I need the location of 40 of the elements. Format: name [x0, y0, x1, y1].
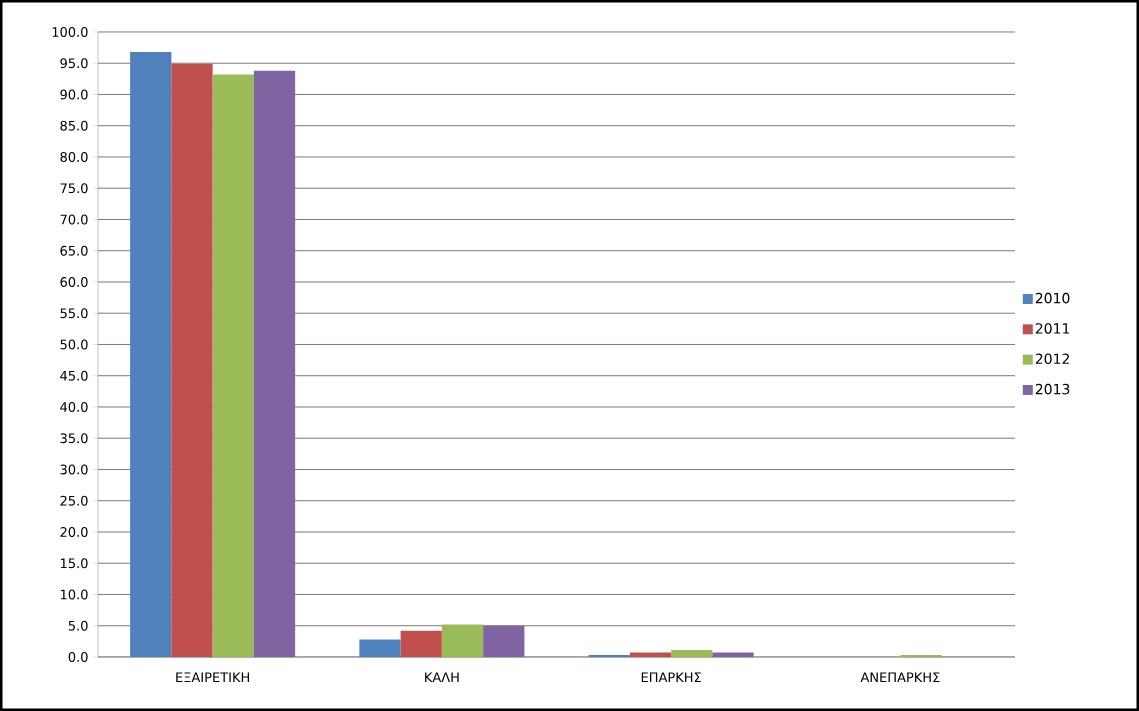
x-tick-label: ΑΝΕΠΑΡΚΗΣ [860, 672, 940, 682]
bar [483, 625, 525, 657]
y-tick-label: 100.0 [52, 27, 88, 37]
y-tick-label: 65.0 [60, 245, 88, 256]
bar [253, 70, 296, 657]
y-tick-label: 60.0 [60, 277, 88, 287]
bar [130, 51, 172, 657]
bar [212, 74, 254, 657]
y-tick-label: 5.0 [68, 620, 88, 631]
bar [629, 652, 672, 657]
y-tick-label: 10.0 [60, 589, 88, 600]
legend-label: 2011 [1035, 323, 1070, 334]
x-tick-label: ΚΑΛΗ [425, 672, 459, 682]
bar [359, 639, 401, 657]
y-tick-label: 75.0 [60, 183, 88, 194]
y-tick-label: 35.0 [60, 433, 88, 444]
y-tick-label: 95.0 [60, 58, 88, 69]
bar [712, 652, 754, 657]
y-tick-label: 30.0 [60, 464, 88, 475]
y-tick-label: 80.0 [60, 152, 88, 162]
legend-label: 2010 [1035, 292, 1070, 304]
legend-label: 2013 [1035, 383, 1070, 395]
y-tick-label: 90.0 [60, 89, 88, 100]
bar [671, 650, 713, 657]
x-tick-label: ΕΞΑΙΡΕΤΙΚΗ [176, 672, 250, 682]
y-tick-label: 45.0 [60, 370, 88, 381]
y-tick-label: 40.0 [60, 402, 88, 412]
bar [171, 63, 213, 657]
y-tick-label: 25.0 [60, 495, 88, 506]
x-tick-label: ΕΠΑΡΚΗΣ [641, 672, 701, 682]
y-tick-label: 0.0 [68, 652, 88, 662]
legend-label: 2012 [1035, 353, 1069, 365]
y-tick-label: 55.0 [60, 308, 88, 319]
bar [400, 630, 442, 657]
bar [441, 624, 484, 657]
y-tick-label: 70.0 [60, 214, 88, 225]
y-tick-label: 50.0 [60, 339, 88, 350]
y-tick-label: 85.0 [60, 120, 88, 131]
y-tick-label: 15.0 [60, 558, 88, 569]
y-tick-label: 20.0 [60, 527, 88, 537]
